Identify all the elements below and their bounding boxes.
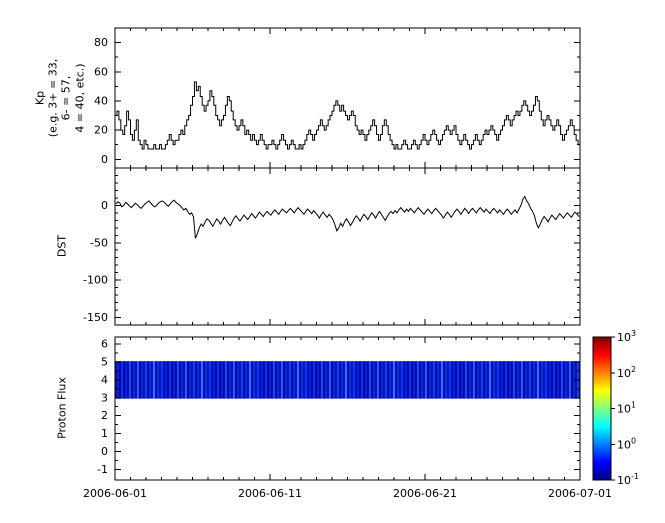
y-tick-label: 80 — [94, 36, 108, 49]
colorbar-tick-label: 103 — [617, 329, 636, 344]
y-tick-label: 0 — [101, 153, 108, 166]
panel-frame — [114, 27, 581, 169]
x-tick-label: 2006-07-01 — [548, 487, 612, 500]
y-tick-label: 5 — [101, 356, 108, 369]
y-tick-label: -50 — [90, 236, 108, 249]
kp-series — [115, 81, 580, 150]
kp-panel: 0 20 40 60 80 — [94, 27, 581, 169]
colorbar — [592, 336, 612, 481]
colorbar-tick-label: 101 — [617, 401, 636, 416]
y-tick-label: 40 — [94, 94, 108, 107]
y-tick-label: 20 — [94, 124, 108, 137]
proton-flux-band — [115, 361, 580, 399]
colorbar-tick-label: 102 — [617, 365, 636, 380]
dst-panel: 0 -50 -100 -150 — [83, 167, 581, 326]
y-tick-label: -150 — [83, 311, 108, 324]
colorbar-tick-label: 100 — [617, 436, 636, 451]
y-tick-label: 2 — [101, 409, 108, 422]
y-tick-label: -100 — [83, 274, 108, 287]
y-tick-label: 1 — [101, 427, 108, 440]
y-tick-label: 3 — [101, 391, 108, 404]
x-tick-label: 2006-06-11 — [238, 487, 302, 500]
panel-frame — [114, 167, 581, 326]
y-tick-label: 60 — [94, 65, 108, 78]
y-tick-label: 4 — [101, 373, 108, 386]
panel-frame — [114, 336, 581, 481]
x-tick-label: 2006-06-21 — [393, 487, 457, 500]
y-tick-label: 0 — [101, 445, 108, 458]
y-tick-label: -1 — [97, 463, 108, 476]
x-tick-label: 2006-06-01 — [83, 487, 147, 500]
y-tick-label: 0 — [101, 199, 108, 212]
proton-flux-panel: 6 5 4 3 2 1 0 -1 — [97, 336, 581, 481]
dst-series — [115, 195, 580, 239]
y-tick-label: 6 — [101, 338, 108, 351]
colorbar-tick-label: 10-1 — [617, 472, 639, 487]
